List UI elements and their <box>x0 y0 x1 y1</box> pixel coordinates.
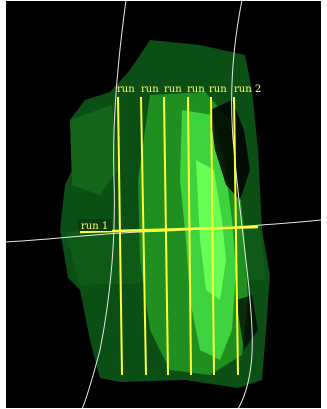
run-track-line-1 <box>117 96 123 376</box>
run-track-line-6 <box>233 96 239 376</box>
survey-tracks <box>79 96 259 376</box>
coverage-dark-patch <box>210 100 250 200</box>
crossline-label: run 1 <box>81 221 108 232</box>
crossline-track <box>79 225 259 234</box>
run-label-4: run <box>187 84 205 95</box>
crossline-label-box <box>78 219 112 231</box>
run-track-line-5 <box>210 96 215 376</box>
run-track-line-4 <box>187 96 192 376</box>
run-label-5: run <box>209 84 227 95</box>
run-label-2: run <box>141 84 159 95</box>
run-track-line-2 <box>140 96 147 376</box>
coverage-bright <box>196 160 226 300</box>
run-label-1: run <box>117 84 135 95</box>
run-label-3: run <box>164 84 182 95</box>
run-label-6: run 2 <box>234 84 261 95</box>
coverage-left-wing <box>70 105 118 195</box>
run-track-line-3 <box>163 96 169 376</box>
